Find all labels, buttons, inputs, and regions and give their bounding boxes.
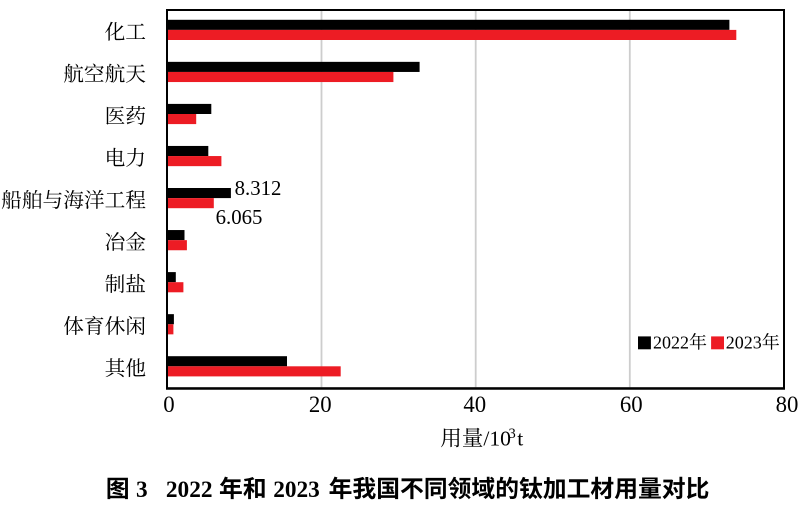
svg-text:3: 3 bbox=[136, 477, 148, 503]
svg-text:/10: /10 bbox=[483, 427, 511, 451]
svg-text:60: 60 bbox=[620, 392, 643, 417]
svg-text:20: 20 bbox=[309, 392, 332, 417]
svg-text:80: 80 bbox=[776, 392, 799, 417]
svg-text:2022: 2022 bbox=[653, 332, 689, 352]
svg-text:2022: 2022 bbox=[166, 477, 213, 503]
svg-text:8.312: 8.312 bbox=[235, 177, 282, 200]
svg-text:0: 0 bbox=[163, 392, 174, 417]
svg-text:6.065: 6.065 bbox=[216, 206, 263, 229]
svg-text:3: 3 bbox=[509, 426, 516, 442]
svg-text:40: 40 bbox=[463, 392, 486, 417]
svg-text:2023: 2023 bbox=[273, 477, 320, 503]
svg-text:t: t bbox=[517, 427, 523, 451]
svg-text:2023: 2023 bbox=[726, 332, 762, 352]
